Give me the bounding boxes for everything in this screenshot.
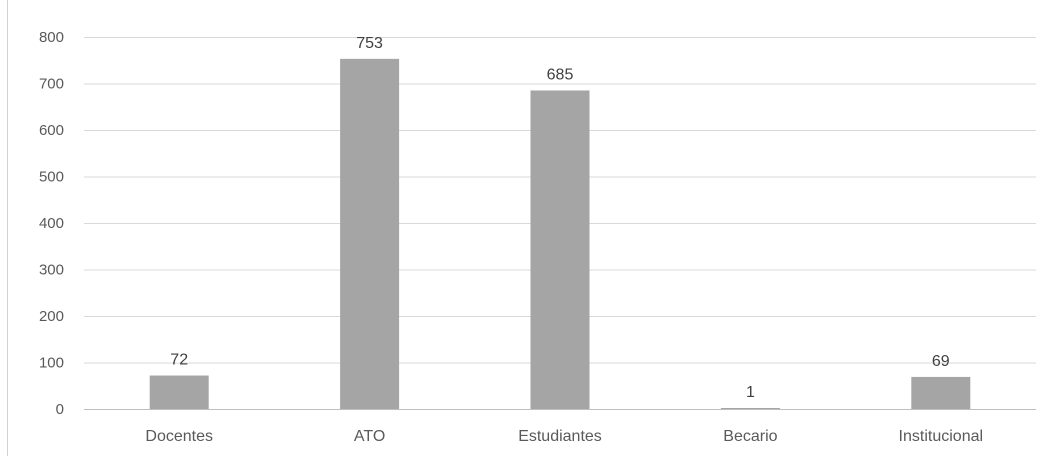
category-label: Becario (723, 428, 777, 445)
gridlines (84, 37, 1036, 410)
data-label: 685 (547, 66, 574, 83)
bar-docentes (149, 375, 209, 409)
y-tick-label: 800 (39, 29, 64, 46)
category-label: Institucional (899, 428, 984, 445)
y-axis-ticks: 0 100 200 300 400 500 600 700 800 (39, 29, 64, 418)
bar-institucional (911, 376, 971, 409)
y-tick-label: 700 (39, 76, 64, 93)
category-labels: Docentes ATO Estudiantes Becario Institucion… (145, 428, 983, 445)
y-tick-label: 500 (39, 169, 64, 186)
y-tick-label: 200 (39, 308, 64, 325)
y-tick-label: 0 (56, 401, 64, 418)
category-label: Estudiantes (518, 428, 602, 445)
y-tick-label: 400 (39, 215, 64, 232)
data-label: 753 (356, 35, 383, 52)
category-label: ATO (354, 428, 385, 445)
data-label: 69 (932, 353, 950, 370)
data-label: 72 (170, 352, 188, 369)
bar-becario (720, 408, 780, 409)
data-label: 1 (746, 384, 755, 401)
y-tick-label: 600 (39, 122, 64, 139)
y-tick-label: 100 (39, 355, 64, 372)
y-tick-label: 300 (39, 262, 64, 279)
bar-ato (340, 58, 400, 409)
category-label: Docentes (145, 428, 213, 445)
frame-border (7, 0, 8, 456)
bar-estudiantes (530, 90, 590, 409)
bars (149, 58, 971, 409)
data-labels: 72 753 685 1 69 (170, 35, 949, 401)
